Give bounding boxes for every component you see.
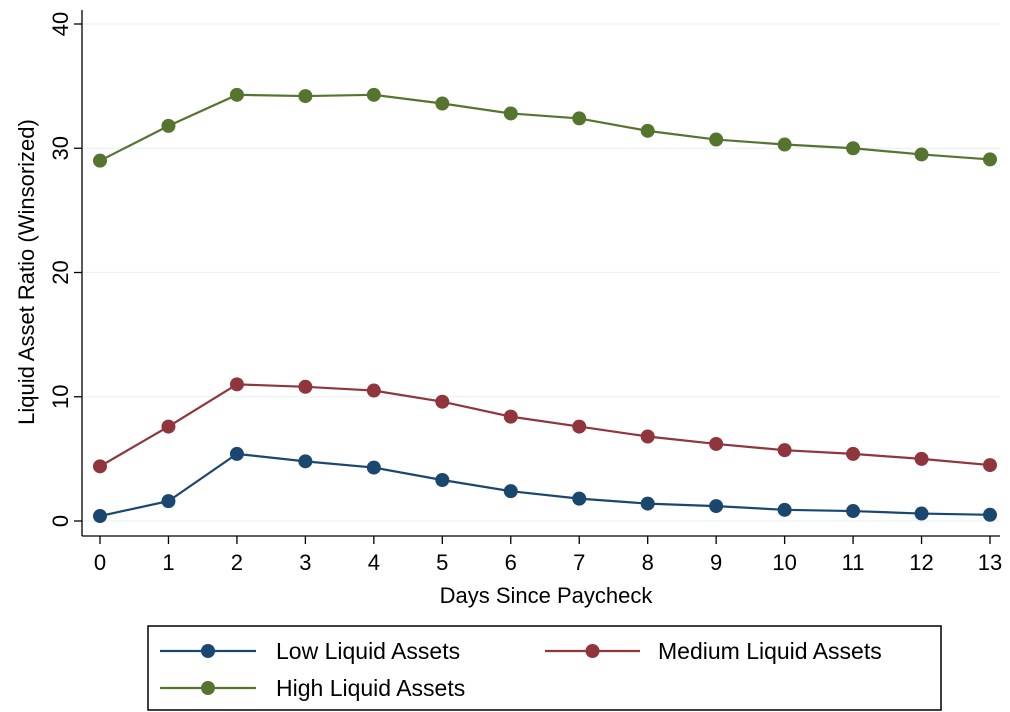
x-tick-label: 3 xyxy=(299,550,311,575)
data-point xyxy=(640,429,655,444)
x-tick-label: 2 xyxy=(231,550,243,575)
data-point xyxy=(983,458,997,473)
data-point xyxy=(366,460,381,475)
data-point xyxy=(161,118,176,133)
data-point xyxy=(572,111,587,126)
data-point xyxy=(846,504,861,519)
data-point xyxy=(709,499,724,514)
series-group xyxy=(93,87,997,524)
x-tick-label: 8 xyxy=(642,550,654,575)
data-point xyxy=(161,494,176,509)
x-tick-label: 11 xyxy=(842,550,865,575)
data-point xyxy=(914,451,929,466)
legend-label: Medium Liquid Assets xyxy=(658,638,882,664)
legend: Low Liquid Assets Medium Liquid Assets Hig… xyxy=(147,625,942,711)
y-tick-label: 10 xyxy=(48,385,73,409)
data-point xyxy=(229,446,244,461)
data-point xyxy=(983,152,997,167)
data-point xyxy=(777,502,792,517)
data-point xyxy=(777,137,792,152)
data-point xyxy=(93,509,107,524)
x-axis-title: Days Since Paycheck xyxy=(440,583,654,608)
x-tick-label: 1 xyxy=(162,550,174,575)
data-point xyxy=(914,506,929,521)
data-point xyxy=(709,132,724,147)
y-tick-label: 0 xyxy=(48,515,73,527)
y-tick-label: 30 xyxy=(48,136,73,160)
data-point xyxy=(229,87,244,102)
series-line xyxy=(99,93,991,162)
data-point xyxy=(503,409,518,424)
data-point xyxy=(161,419,176,434)
data-point xyxy=(435,96,450,111)
series-line xyxy=(99,383,991,468)
data-point xyxy=(846,446,861,461)
x-tick-label: 0 xyxy=(94,550,106,575)
x-tick-label: 5 xyxy=(436,550,448,575)
series-line xyxy=(99,452,991,518)
y-tick-label: 40 xyxy=(48,12,73,36)
y-tick-label: 20 xyxy=(48,260,73,284)
data-point xyxy=(640,496,655,511)
x-tick-label: 7 xyxy=(573,550,585,575)
data-point xyxy=(503,106,518,121)
data-point xyxy=(777,443,792,458)
x-tick-label: 4 xyxy=(368,550,380,575)
x-tick-label: 12 xyxy=(909,550,933,575)
data-point xyxy=(572,419,587,434)
legend-marker xyxy=(201,644,215,658)
data-point xyxy=(503,484,518,499)
x-tick-label: 10 xyxy=(772,550,796,575)
x-tick-label: 13 xyxy=(978,550,1002,575)
data-point xyxy=(93,153,107,168)
data-point xyxy=(366,383,381,398)
data-point xyxy=(298,454,313,469)
data-point xyxy=(640,123,655,138)
legend-label: Low Liquid Assets xyxy=(276,638,460,664)
legend-label: High Liquid Assets xyxy=(276,675,465,701)
legend-marker xyxy=(201,681,215,695)
data-point xyxy=(983,507,997,522)
data-point xyxy=(93,459,107,474)
legend-marker xyxy=(585,644,600,658)
x-tick-label: 9 xyxy=(710,550,722,575)
data-point xyxy=(298,379,313,394)
data-point xyxy=(366,87,381,102)
legend-box xyxy=(147,625,942,711)
data-point xyxy=(572,491,587,506)
data-point xyxy=(914,147,929,162)
data-point xyxy=(435,472,450,487)
y-axis-title: Liquid Asset Ratio (Winsorized) xyxy=(14,119,39,425)
x-tick-label: 6 xyxy=(505,550,517,575)
grid-lines xyxy=(82,23,1000,522)
data-point xyxy=(229,377,244,392)
data-point xyxy=(846,141,861,156)
data-point xyxy=(298,89,313,104)
data-point xyxy=(435,394,450,409)
data-point xyxy=(709,436,724,451)
